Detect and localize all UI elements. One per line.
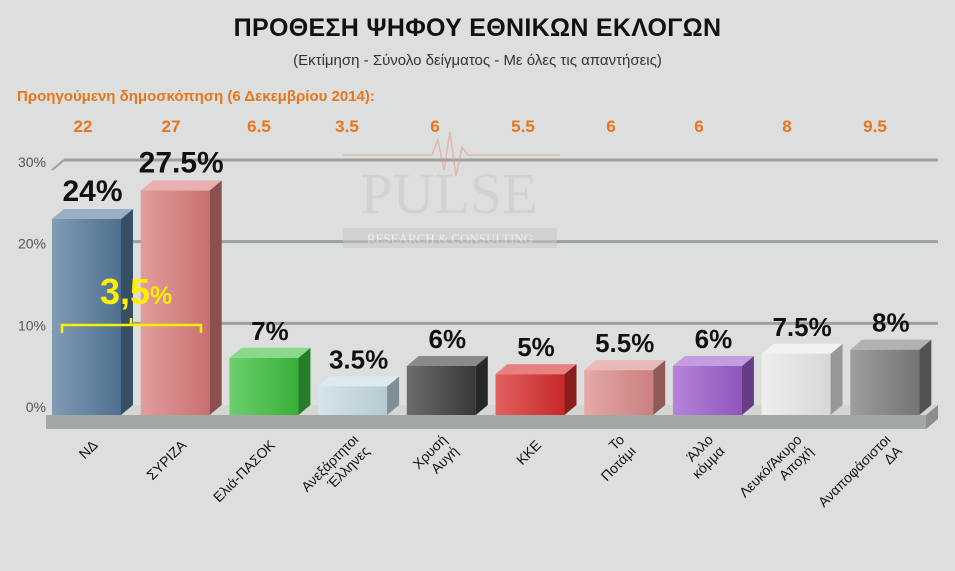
bar-front	[229, 357, 299, 415]
bar-top	[672, 356, 754, 366]
bar-side	[919, 339, 932, 415]
bars	[52, 180, 932, 415]
previous-poll-value: 8	[782, 117, 792, 136]
previous-poll-value: 3.5	[335, 117, 359, 136]
y-tick-label: 30%	[18, 154, 46, 170]
data-label: 6%	[429, 324, 467, 354]
data-label: 5.5%	[595, 328, 654, 358]
data-label: 24%	[62, 175, 122, 208]
bar-side	[653, 360, 666, 415]
previous-poll-value: 5.5	[511, 117, 535, 136]
data-label: 5%	[517, 332, 555, 362]
bar-front	[672, 366, 742, 415]
gap-annotation-number: 3,5	[100, 271, 150, 312]
axes: 0% 10% 20% 30%	[18, 154, 46, 415]
bar-top	[761, 343, 843, 354]
x-tick-label: ΤοΠοτάμι	[586, 431, 639, 484]
bar	[584, 360, 666, 415]
bar-front	[318, 386, 388, 415]
bar	[406, 356, 488, 415]
gap-annotation-unit: %	[150, 282, 172, 310]
bar-side	[830, 343, 843, 415]
data-label: 6%	[695, 324, 733, 354]
x-tick-label: Λευκό/ΆκυροΑποχή	[736, 431, 816, 511]
bar	[672, 356, 754, 415]
gap-annotation: 3,5%	[60, 271, 203, 333]
bar-side	[121, 209, 133, 415]
data-label: 7.5%	[772, 312, 831, 342]
chart-title: ΠΡΟΘΕΣΗ ΨΗΦΟΥ ΕΘΝΙΚΩΝ ΕΚΛΟΓΩΝ	[233, 14, 722, 42]
bar-side	[209, 180, 222, 415]
bar-side	[475, 356, 488, 415]
x-tick-label: ΣΥΡΙΖΑ	[143, 436, 190, 483]
data-label: 7%	[251, 316, 289, 346]
bar	[318, 376, 400, 415]
previous-poll-label: Προηγούμενη δημοσκόπηση (6 Δεκεμβρίου 20…	[17, 88, 375, 105]
chart-subtitle: (Εκτίμηση - Σύνολο δείγματος - Με όλες τ…	[293, 52, 662, 69]
previous-poll-value: 6	[430, 117, 440, 136]
x-tick-label: ΧρυσήΑυγή	[409, 431, 461, 483]
x-tick-label: ΑνεξάρτητοιΈλληνες	[298, 431, 373, 506]
floor-side	[926, 405, 938, 429]
bar-side	[387, 376, 400, 415]
bar-top	[584, 360, 666, 371]
bar-top	[850, 339, 932, 350]
data-label: 8%	[872, 308, 910, 338]
y-tick-label: 0%	[26, 399, 46, 415]
bar	[850, 339, 932, 415]
previous-poll-value: 22	[73, 117, 93, 136]
bar-top	[406, 356, 488, 366]
bar	[52, 209, 133, 415]
x-tick-label: ΚΚΕ	[513, 437, 544, 468]
bar-front	[584, 370, 654, 415]
bar	[495, 364, 577, 415]
bar-front	[850, 349, 920, 415]
x-tick-label: ΝΔ	[76, 437, 101, 462]
bar-top	[318, 376, 400, 387]
previous-poll-value: 6	[606, 117, 616, 136]
previous-poll-value: 6.5	[247, 117, 271, 136]
x-tick-label: Ελιά-ΠΑΣΟΚ	[210, 436, 279, 505]
bar-top	[495, 364, 577, 375]
bar-front	[52, 219, 121, 415]
grid-line	[51, 159, 65, 171]
data-label: 3.5%	[329, 344, 388, 374]
bar-side	[564, 364, 577, 415]
x-tick-label: Άλλοκόμμα	[677, 431, 727, 481]
bar-side	[298, 347, 311, 415]
floor-front	[46, 415, 926, 429]
pulse-watermark: PULSE RESEARCH & CONSULTING	[343, 131, 560, 248]
bar-front	[406, 366, 476, 415]
y-tick-label: 10%	[18, 317, 46, 333]
bar	[140, 180, 222, 415]
y-tick-label: 20%	[18, 236, 46, 252]
bar-front	[140, 190, 210, 415]
bar	[229, 347, 311, 415]
bar-front	[495, 374, 565, 415]
bar-top	[52, 209, 133, 219]
data-label: 27.5%	[139, 146, 224, 179]
previous-poll-value: 9.5	[863, 117, 887, 136]
bar-top	[140, 180, 222, 191]
previous-poll-value: 6	[694, 117, 704, 136]
bar	[761, 343, 843, 415]
bar-top	[229, 347, 311, 358]
x-tick-label: ΑναποφάσιστοιΔΑ	[815, 431, 905, 521]
previous-poll-value: 27	[161, 117, 181, 136]
watermark-tagline: RESEARCH & CONSULTING	[367, 231, 533, 246]
watermark-name: PULSE	[360, 161, 537, 226]
bar-front	[761, 353, 831, 415]
bar-side	[741, 356, 754, 415]
svg-text:3,5%: 3,5%	[100, 271, 172, 312]
